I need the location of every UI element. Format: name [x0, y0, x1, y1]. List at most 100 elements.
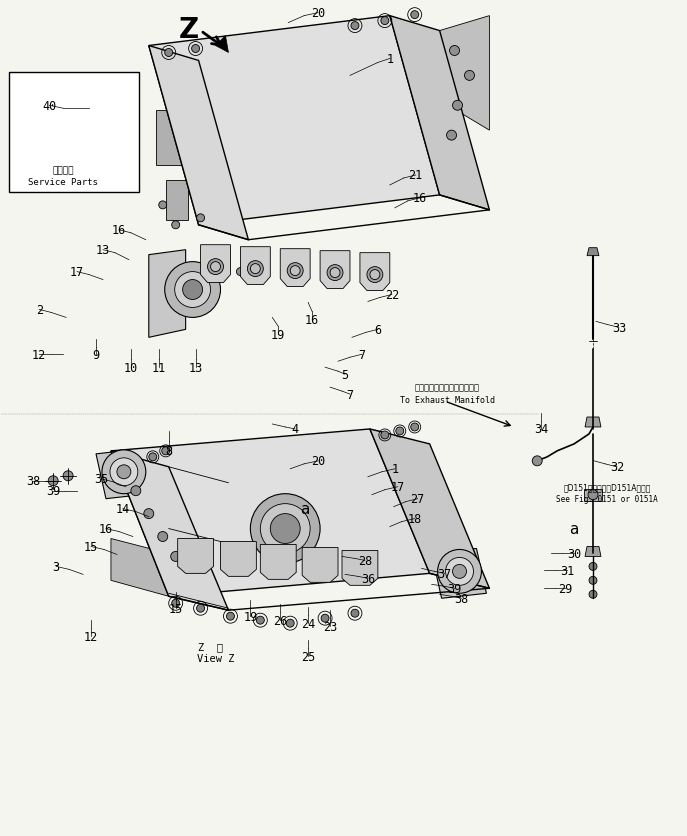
Polygon shape [166, 181, 188, 221]
Circle shape [192, 45, 200, 54]
Circle shape [250, 264, 260, 274]
Polygon shape [216, 37, 229, 54]
Text: 図D151図または図D151A図参照: 図D151図または図D151A図参照 [563, 482, 651, 492]
Circle shape [174, 273, 210, 308]
Text: 13: 13 [188, 361, 203, 375]
Ellipse shape [283, 444, 337, 477]
Text: 12: 12 [84, 630, 98, 643]
Text: 12: 12 [32, 349, 46, 361]
Circle shape [532, 456, 542, 466]
Circle shape [216, 264, 225, 273]
Circle shape [131, 487, 141, 496]
Polygon shape [390, 17, 489, 211]
Text: 7: 7 [359, 349, 365, 361]
Text: 16: 16 [413, 192, 427, 205]
Text: 11: 11 [152, 361, 166, 375]
Polygon shape [585, 547, 601, 557]
Ellipse shape [251, 71, 294, 95]
Text: 38: 38 [454, 592, 469, 605]
Circle shape [381, 431, 389, 440]
Text: 17: 17 [70, 266, 85, 278]
Text: 15: 15 [84, 540, 98, 553]
Text: 23: 23 [323, 620, 337, 633]
Ellipse shape [300, 56, 351, 87]
Circle shape [63, 472, 73, 482]
Ellipse shape [286, 447, 333, 473]
Polygon shape [178, 539, 214, 573]
Text: 6: 6 [374, 324, 381, 336]
Text: 9: 9 [93, 349, 100, 361]
Text: View Z: View Z [196, 653, 234, 663]
Circle shape [110, 458, 138, 487]
Circle shape [210, 263, 221, 273]
Circle shape [172, 599, 180, 608]
Text: 26: 26 [273, 614, 287, 627]
Circle shape [227, 613, 234, 620]
Polygon shape [111, 539, 169, 597]
Text: Z  ※: Z ※ [198, 641, 223, 651]
Text: 2: 2 [36, 303, 43, 317]
Text: Service Parts: Service Parts [28, 178, 98, 187]
Text: 27: 27 [411, 492, 425, 506]
Circle shape [165, 263, 221, 318]
Circle shape [270, 514, 300, 544]
Text: 22: 22 [385, 288, 399, 302]
Circle shape [453, 101, 462, 111]
Polygon shape [149, 47, 249, 241]
Circle shape [149, 453, 157, 461]
Ellipse shape [177, 476, 224, 502]
Text: a: a [300, 502, 310, 517]
Circle shape [290, 267, 300, 276]
Circle shape [286, 619, 294, 627]
Text: 13: 13 [96, 244, 110, 257]
Circle shape [396, 427, 404, 436]
Circle shape [260, 504, 310, 553]
Bar [10, 74, 139, 192]
Circle shape [351, 609, 359, 618]
Ellipse shape [228, 458, 282, 490]
Circle shape [117, 466, 131, 479]
Polygon shape [111, 451, 229, 610]
Circle shape [144, 509, 154, 519]
Text: a: a [570, 522, 578, 537]
Circle shape [370, 270, 380, 280]
Text: 16: 16 [305, 314, 319, 327]
Polygon shape [201, 246, 230, 283]
Circle shape [411, 424, 418, 431]
Polygon shape [587, 248, 599, 257]
Text: 35: 35 [94, 472, 108, 486]
Polygon shape [440, 17, 489, 131]
Circle shape [381, 18, 389, 26]
Text: 19: 19 [243, 610, 258, 623]
Text: To Exhaust Manifold: To Exhaust Manifold [400, 395, 495, 404]
Polygon shape [280, 249, 310, 288]
Polygon shape [302, 548, 338, 583]
Polygon shape [370, 430, 489, 589]
Circle shape [327, 265, 343, 281]
Circle shape [367, 268, 383, 283]
Text: 31: 31 [560, 564, 574, 577]
Circle shape [589, 590, 597, 599]
Polygon shape [221, 542, 256, 577]
Polygon shape [96, 449, 150, 499]
Polygon shape [156, 111, 183, 166]
Text: 16: 16 [112, 224, 126, 237]
Text: 39: 39 [447, 582, 462, 595]
Circle shape [165, 49, 172, 58]
Circle shape [170, 552, 181, 562]
Circle shape [438, 550, 482, 594]
Text: 1: 1 [386, 53, 394, 66]
Ellipse shape [232, 461, 279, 487]
Circle shape [196, 215, 205, 222]
Text: 14: 14 [116, 502, 130, 516]
Circle shape [321, 614, 329, 623]
Polygon shape [260, 545, 296, 579]
Polygon shape [320, 252, 350, 289]
Circle shape [464, 71, 475, 81]
Text: 18: 18 [407, 512, 422, 526]
Circle shape [183, 280, 203, 300]
Text: 16: 16 [99, 522, 113, 535]
Text: 5: 5 [341, 368, 348, 381]
Circle shape [411, 12, 418, 19]
Circle shape [447, 131, 457, 141]
